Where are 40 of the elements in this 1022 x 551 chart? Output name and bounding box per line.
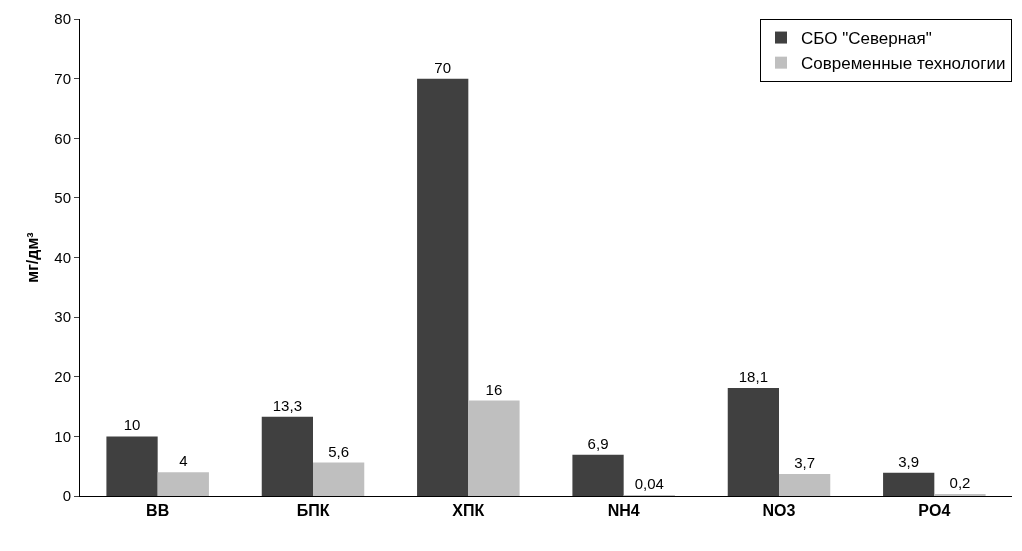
y-tick-label: 80 xyxy=(54,10,71,28)
y-tick-label: 20 xyxy=(54,368,71,385)
bar xyxy=(417,78,469,496)
data-label: 0,04 xyxy=(634,475,664,492)
bar xyxy=(157,472,209,496)
bar xyxy=(883,472,935,496)
bar xyxy=(261,416,313,496)
bar xyxy=(572,454,624,496)
bar xyxy=(313,462,365,496)
x-tick-label: PO4 xyxy=(918,502,951,520)
y-axis-title: мг/дм³ xyxy=(24,232,41,283)
legend-label: СБО "Северная" xyxy=(801,29,932,49)
data-label: 13,3 xyxy=(272,396,302,414)
y-tick-label: 60 xyxy=(54,129,71,147)
x-tick-label: NO3 xyxy=(762,502,796,520)
data-label: 5,6 xyxy=(328,442,350,460)
y-tick-label: 0 xyxy=(62,487,71,505)
data-label: 3,9 xyxy=(898,452,920,470)
data-label: 4 xyxy=(179,452,188,470)
data-label: 6,9 xyxy=(587,434,609,452)
bar xyxy=(727,388,779,496)
x-tick-label: ВВ xyxy=(146,502,170,520)
x-tick-label: БПК xyxy=(296,502,330,520)
bar xyxy=(468,400,520,496)
x-tick-label: NH4 xyxy=(607,502,640,520)
data-label: 0,2 xyxy=(949,474,971,491)
y-tick-label: 70 xyxy=(54,69,71,87)
x-tick-label: ХПК xyxy=(452,502,485,520)
bar xyxy=(106,436,158,496)
data-label: 10 xyxy=(123,416,141,434)
data-label: 18,1 xyxy=(738,368,768,386)
y-tick-label: 30 xyxy=(54,308,71,326)
data-label: 70 xyxy=(434,58,452,76)
y-tick-label: 10 xyxy=(54,427,71,445)
legend-label: Современные технологии xyxy=(801,54,1006,74)
bar xyxy=(779,473,831,496)
data-label: 16 xyxy=(485,380,503,398)
y-tick-label: 50 xyxy=(54,189,71,207)
data-label: 3,7 xyxy=(794,453,816,471)
y-tick-label: 40 xyxy=(54,248,71,266)
